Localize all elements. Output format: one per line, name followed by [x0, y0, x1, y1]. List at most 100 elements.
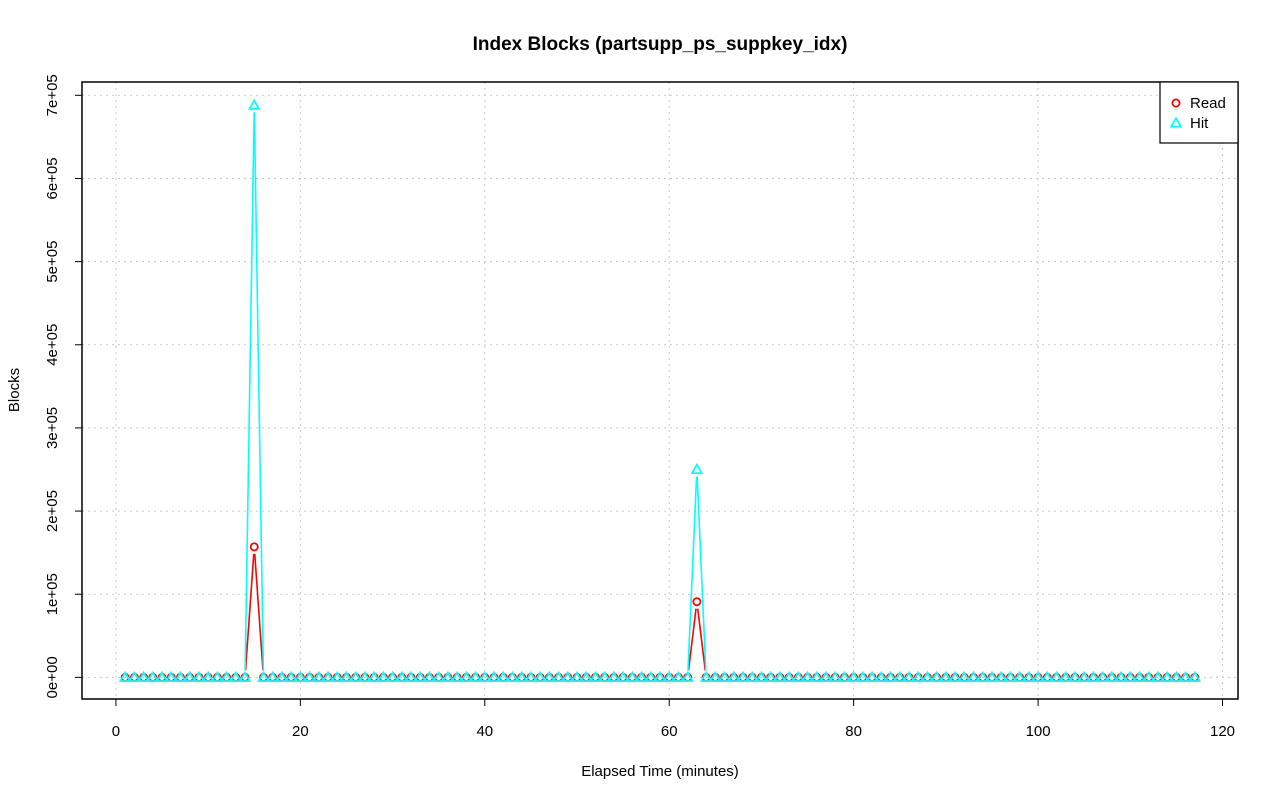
data-point — [487, 670, 501, 682]
data-point — [699, 670, 713, 682]
data-point — [220, 670, 233, 682]
data-point — [681, 670, 695, 682]
data-point — [229, 670, 243, 682]
data-point — [1096, 670, 1109, 682]
data-point — [469, 670, 482, 682]
data-point — [432, 670, 446, 682]
y-tick-label: 4e+05 — [44, 324, 61, 366]
data-point — [985, 670, 999, 682]
chart-title: Index Blocks (partsupp_ps_suppkey_idx) — [473, 34, 848, 55]
data-point — [478, 670, 492, 682]
data-point — [1004, 670, 1017, 682]
data-point — [128, 670, 141, 682]
data-point — [828, 670, 842, 682]
data-point — [552, 670, 565, 682]
data-point — [1114, 670, 1128, 682]
data-point — [976, 670, 990, 682]
plot-frame — [81, 81, 1239, 700]
plot-series — [118, 98, 1202, 682]
data-point — [1077, 670, 1091, 682]
data-point — [137, 670, 150, 682]
data-point — [542, 670, 556, 682]
data-point — [1087, 670, 1100, 682]
x-tick-label: 100 — [1026, 723, 1051, 740]
legend-marker-read — [1171, 98, 1181, 108]
data-point — [294, 670, 307, 682]
data-point — [1040, 670, 1054, 682]
data-point — [930, 670, 943, 682]
data-point — [340, 670, 353, 682]
data-point — [1031, 670, 1045, 682]
data-point — [506, 670, 519, 682]
data-point — [791, 670, 805, 682]
series-hit — [118, 98, 1202, 682]
data-point — [533, 670, 547, 682]
data-point — [349, 670, 363, 682]
data-point — [367, 670, 381, 682]
series-line-segment — [244, 112, 255, 671]
data-point — [330, 670, 344, 682]
data-point — [249, 542, 259, 552]
x-tick-label: 40 — [476, 723, 493, 740]
data-point — [1170, 670, 1183, 682]
data-point — [718, 670, 731, 682]
y-axis: 0e+00 1e+05 2e+05 3e+05 4e+05 5e+05 6e+05 7e+05 — [44, 74, 83, 698]
data-point — [275, 670, 289, 682]
data-point — [1022, 670, 1036, 682]
data-point — [957, 670, 971, 682]
data-point — [496, 670, 510, 682]
data-point — [1123, 670, 1137, 682]
data-point — [589, 670, 602, 682]
data-point — [1142, 670, 1156, 682]
series-line-segment — [696, 476, 707, 671]
data-point — [1160, 670, 1174, 682]
data-point — [819, 670, 833, 682]
data-point — [174, 670, 187, 682]
data-point — [874, 670, 888, 682]
data-point — [1050, 670, 1063, 682]
legend-box — [1159, 81, 1239, 144]
series-line-segment — [696, 608, 707, 671]
data-point — [1179, 670, 1192, 682]
data-point — [847, 670, 861, 682]
data-point — [118, 670, 132, 682]
series-read — [120, 542, 1200, 682]
data-point — [321, 670, 335, 682]
series-line-segment — [253, 553, 264, 671]
x-tick-label: 0 — [112, 723, 120, 740]
y-tick-label: 6e+05 — [44, 157, 61, 199]
data-point — [358, 670, 372, 682]
data-point — [247, 98, 261, 110]
data-point — [1059, 670, 1073, 682]
data-point — [653, 670, 667, 682]
legend-label-read: Read — [1190, 95, 1226, 112]
data-point — [238, 670, 252, 682]
y-axis-label: Blocks — [6, 368, 23, 412]
data-point — [395, 670, 409, 682]
data-point — [948, 670, 962, 682]
data-point — [211, 670, 224, 682]
data-point — [773, 670, 787, 682]
data-point — [745, 670, 759, 682]
data-point — [450, 670, 464, 682]
data-point — [257, 670, 270, 682]
data-point — [164, 670, 178, 682]
data-point — [423, 670, 436, 682]
x-tick-label: 80 — [845, 723, 862, 740]
data-point — [902, 670, 916, 682]
data-point — [727, 670, 741, 682]
data-point — [644, 670, 658, 682]
data-point — [801, 670, 814, 682]
data-point — [736, 670, 750, 682]
legend-marker-hit — [1169, 116, 1183, 128]
data-point — [570, 670, 584, 682]
data-point — [192, 670, 206, 682]
data-point — [635, 670, 648, 682]
data-point — [967, 670, 980, 682]
x-axis: 0 20 40 60 80 100 120 — [112, 698, 1235, 740]
data-point — [515, 670, 529, 682]
legend-label-hit: Hit — [1190, 115, 1209, 132]
data-point — [810, 670, 824, 682]
data-point — [994, 670, 1008, 682]
